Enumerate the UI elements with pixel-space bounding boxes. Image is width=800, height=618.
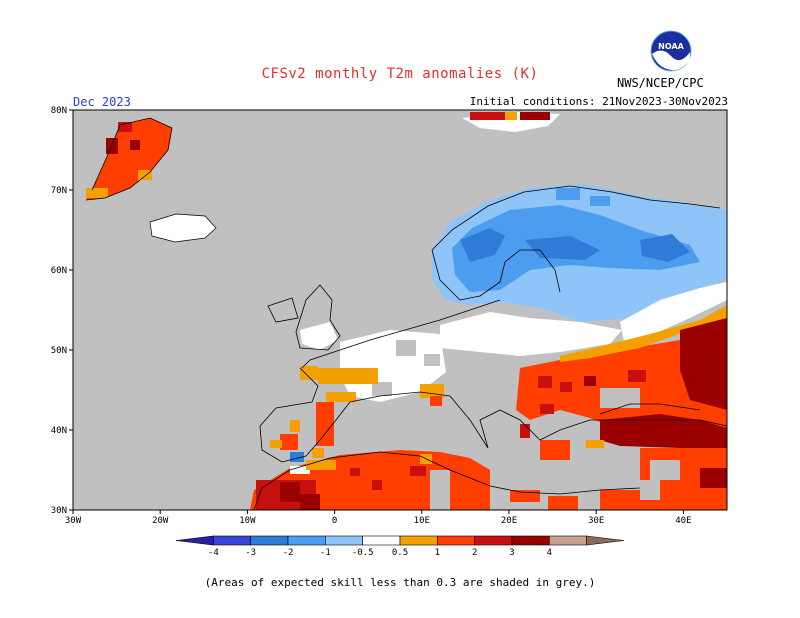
lon-label: 10W [239,516,256,526]
legend-label: -2 [283,548,294,558]
legend-swatch [287,535,326,546]
valid-month: Dec 2023 [73,95,131,109]
coastlines [85,117,727,510]
lon-label: 20E [501,516,517,526]
legend-label: 2 [472,548,477,558]
legend-label: -3 [245,548,256,558]
lat-label: 40N [51,426,67,436]
southeast-warm-anomaly [510,305,727,510]
east-europe-near-normal [620,282,727,342]
legend-label: 0.5 [392,548,408,558]
lon-label: 10E [414,516,430,526]
lat-label: 30N [51,506,67,516]
map-title: CFSv2 monthly T2m anomalies (K) [261,66,539,82]
legend-swatch [549,535,587,546]
skill-footnote: (Areas of expected skill less than 0.3 a… [204,576,596,589]
logo-text: NOAA [658,42,684,51]
initial-conditions: Initial conditions: 21Nov2023-30Nov2023 [469,95,728,108]
agency-label: NWS/NCEP/CPC [617,76,704,90]
lon-label: 30W [65,516,82,526]
lon-label: 20W [152,516,169,526]
legend-label: 4 [547,548,552,558]
legend-swatch [399,535,438,546]
lat-label: 70N [51,186,67,196]
map-frame [72,109,728,511]
legend-swatch [511,535,550,546]
legend-swatch [586,535,625,546]
legend-swatch [213,535,251,546]
legend-label: -1 [320,548,331,558]
longitude-axis: 30W 20W 10W 0 10E 20E 30E 40E [65,510,692,526]
legend-swatch [175,535,214,546]
legend-swatch [437,535,475,546]
lon-label: 30E [588,516,604,526]
lat-label: 80N [51,106,67,116]
legend-label: -4 [208,548,219,558]
legend-swatch [362,535,401,546]
scandinavia-cold-anomaly [432,184,727,322]
greenland-anomaly [86,118,172,200]
iberia-warm-anomaly [270,402,334,462]
legend-swatch [325,535,363,546]
lon-label: 40E [675,516,691,526]
lat-label: 50N [51,346,67,356]
legend-label: 3 [509,548,514,558]
latitude-axis: 80N 70N 60N 50N 40N 30N [51,106,73,516]
legend-label: 1 [435,548,440,558]
color-legend: -4 -3 -2 -1 -0.5 0.5 1 2 3 4 [175,535,625,558]
noaa-logo: NOAA [650,30,692,72]
iceland-near-normal [149,213,217,243]
lon-label: 0 [332,516,337,526]
legend-label: -0.5 [352,548,374,558]
central-europe-near-normal [440,312,622,356]
legend-swatch [474,535,513,546]
lat-label: 60N [51,266,67,276]
legend-swatch [250,535,289,546]
uk-near-normal [300,322,338,350]
